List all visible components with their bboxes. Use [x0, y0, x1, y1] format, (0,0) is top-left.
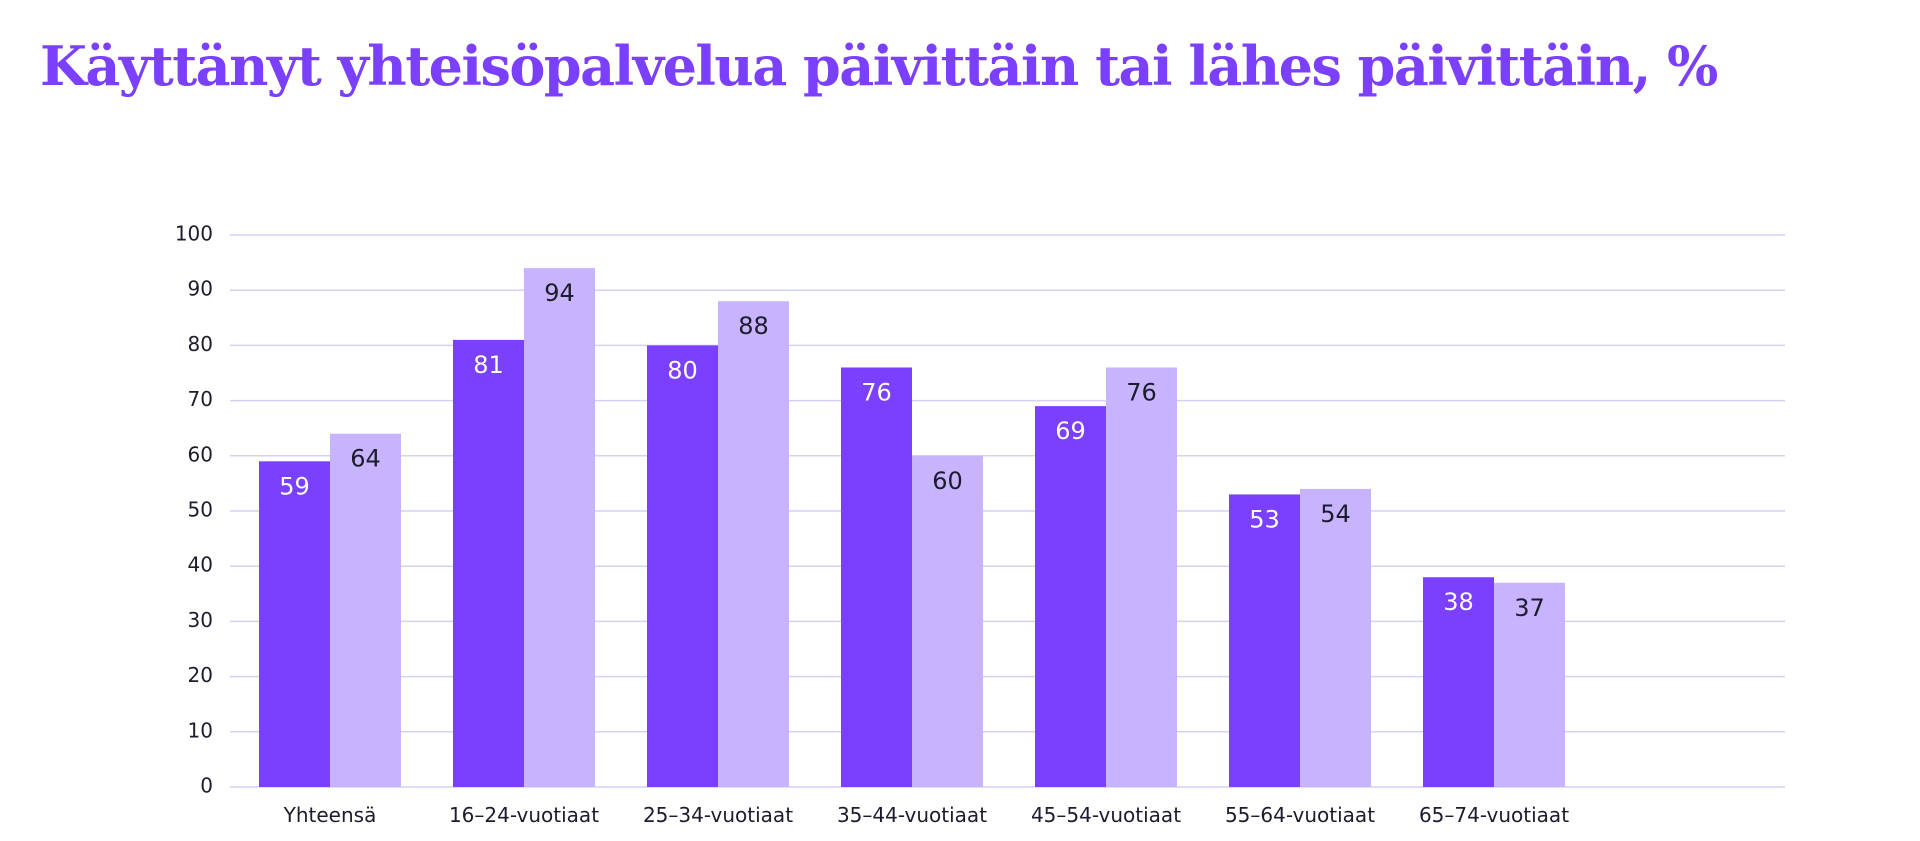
- value-label: 69: [1055, 417, 1086, 445]
- bar: [524, 268, 595, 787]
- value-label: 60: [932, 467, 963, 495]
- y-tick-label: 50: [188, 498, 213, 522]
- y-tick-label: 90: [188, 277, 213, 301]
- bar: [1494, 582, 1565, 787]
- bar: [912, 455, 983, 787]
- x-tick-label: Yhteensä: [283, 803, 377, 827]
- bar: [1035, 406, 1106, 787]
- bar: [330, 433, 401, 787]
- y-tick-label: 80: [188, 332, 213, 356]
- value-label: 76: [1126, 378, 1157, 406]
- y-tick-label: 30: [188, 608, 213, 632]
- y-tick-label: 60: [188, 442, 213, 466]
- x-tick-label: 55–64-vuotiaat: [1225, 803, 1375, 827]
- value-label: 37: [1514, 594, 1545, 622]
- bar: [841, 367, 912, 787]
- value-label: 59: [279, 472, 310, 500]
- y-tick-label: 20: [188, 663, 213, 687]
- y-tick-label: 100: [175, 222, 213, 246]
- y-tick-label: 70: [188, 387, 213, 411]
- y-tick-label: 0: [200, 774, 213, 798]
- bar: [718, 301, 789, 787]
- bar: [1106, 367, 1177, 787]
- x-tick-label: 65–74-vuotiaat: [1419, 803, 1569, 827]
- x-tick-label: 25–34-vuotiaat: [643, 803, 793, 827]
- value-label: 81: [473, 351, 504, 379]
- x-tick-label: 35–44-vuotiaat: [837, 803, 987, 827]
- value-label: 54: [1320, 500, 1351, 528]
- x-tick-label: 45–54-vuotiaat: [1031, 803, 1181, 827]
- value-label: 88: [738, 312, 769, 340]
- bar: [1300, 488, 1371, 787]
- value-label: 80: [667, 356, 698, 384]
- bar: [259, 461, 330, 787]
- bar: [1229, 494, 1300, 787]
- bar: [647, 345, 718, 787]
- value-label: 64: [350, 445, 381, 473]
- y-tick-label: 10: [188, 718, 213, 742]
- value-label: 38: [1443, 588, 1474, 616]
- bar: [453, 339, 524, 787]
- x-tick-label: 16–24-vuotiaat: [449, 803, 599, 827]
- value-label: 53: [1249, 505, 1280, 533]
- bar: [1423, 577, 1494, 787]
- y-tick-label: 40: [188, 553, 213, 577]
- chart-title: Käyttänyt yhteisöpalvelua päivittäin tai…: [40, 34, 1717, 98]
- value-label: 94: [544, 279, 575, 307]
- value-label: 76: [861, 378, 892, 406]
